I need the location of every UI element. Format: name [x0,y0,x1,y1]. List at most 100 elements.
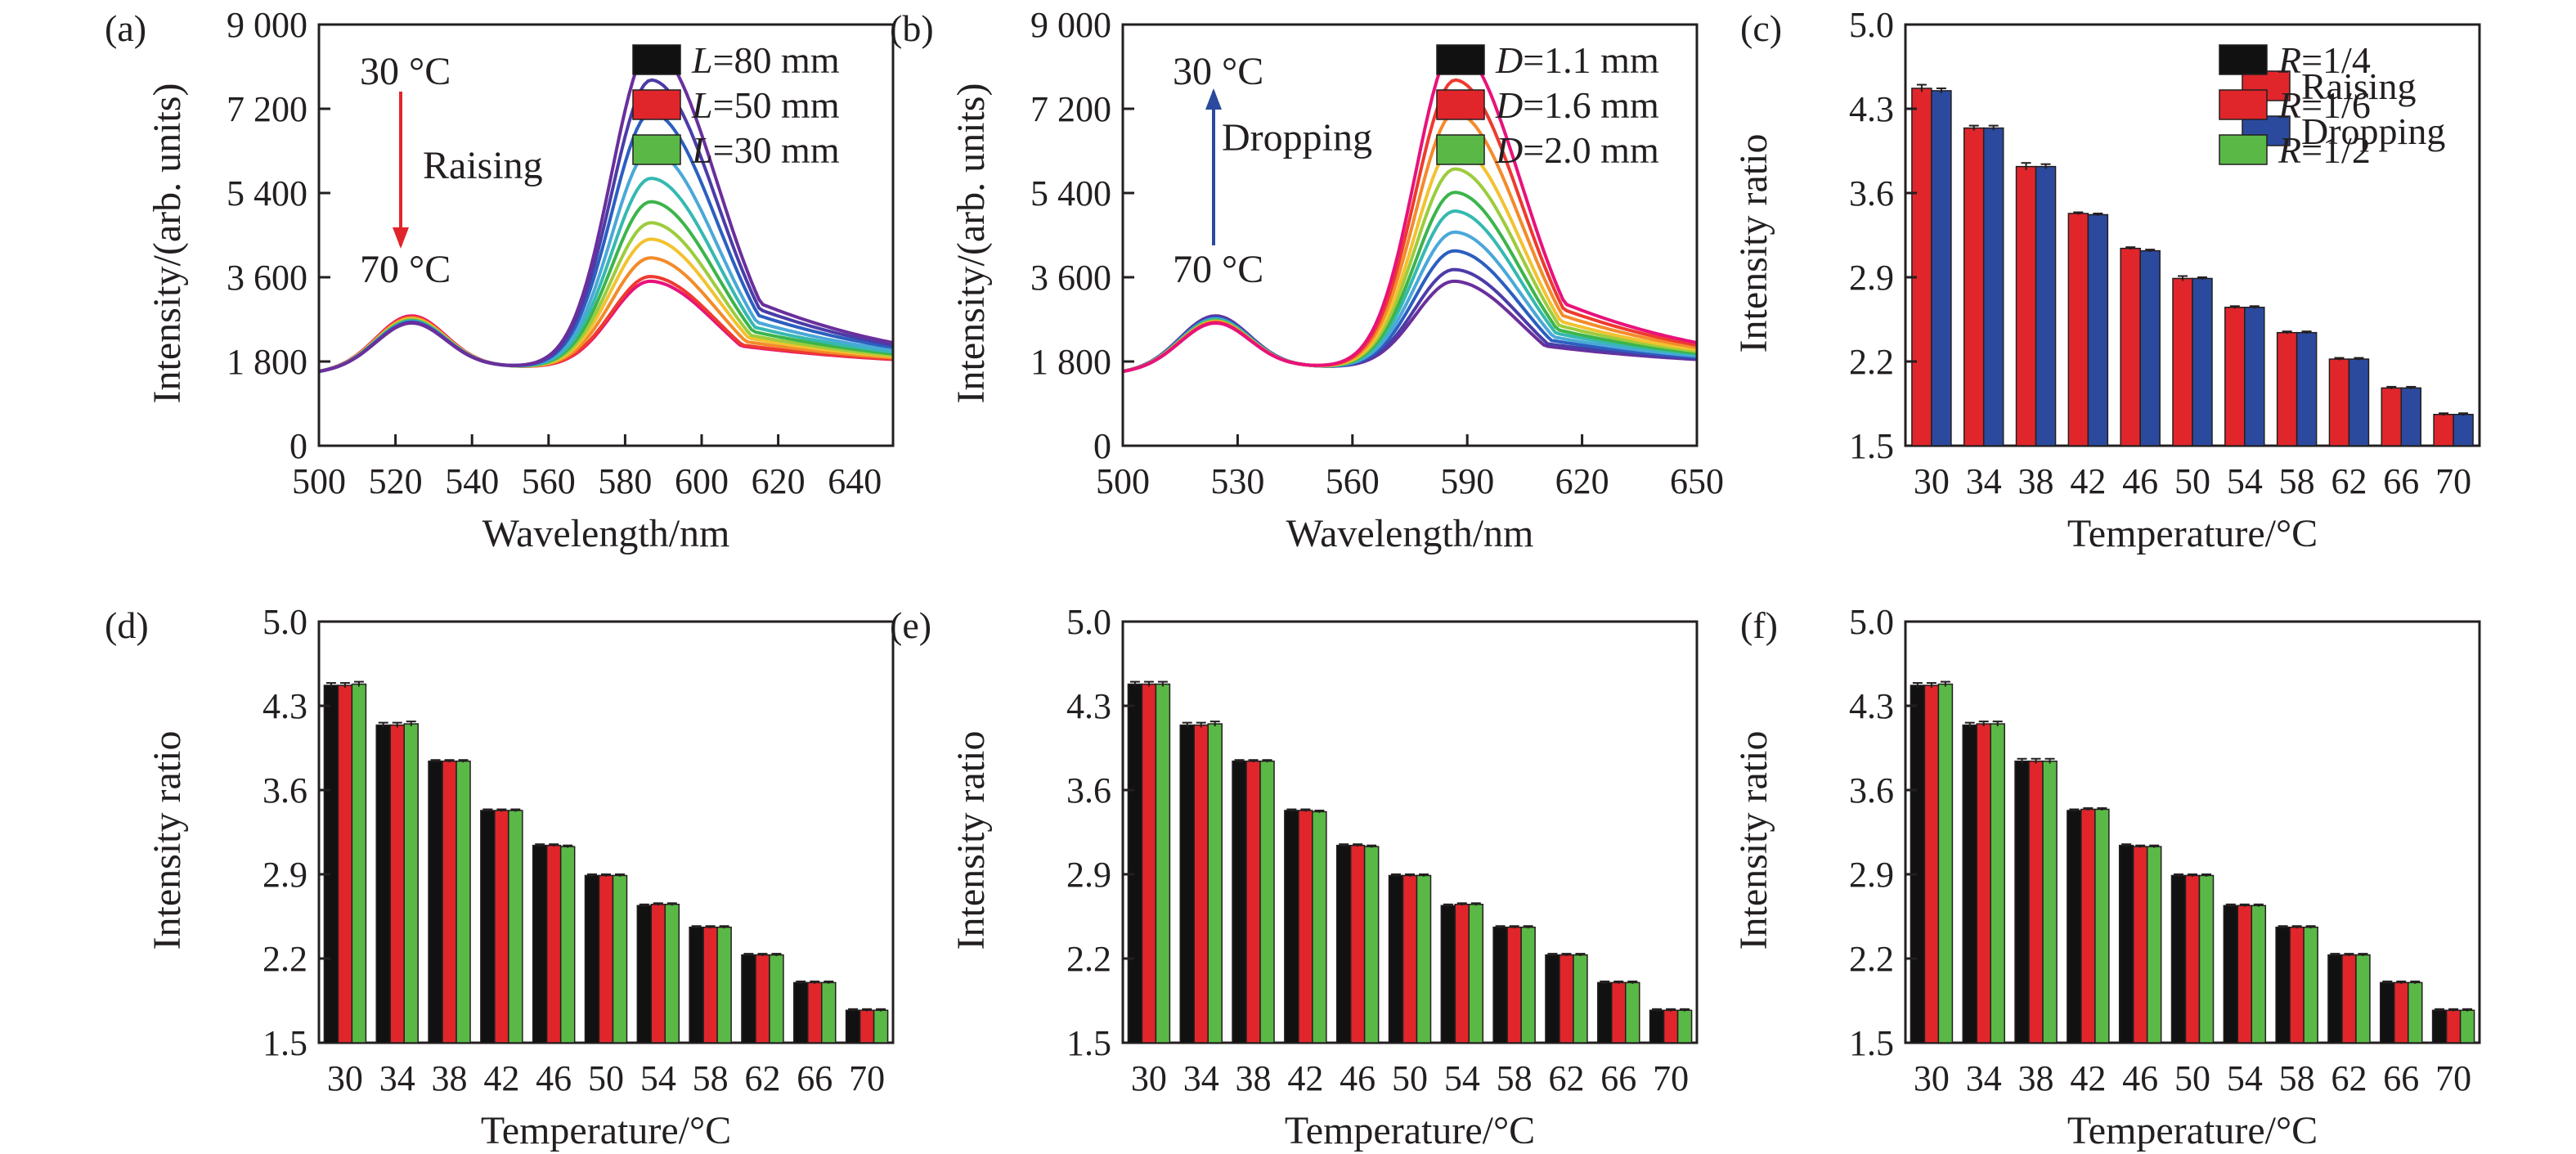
panel-label: (e) [890,604,931,646]
y-tick-label: 2.9 [1066,855,1111,895]
y-tick-label: 1.5 [263,1023,307,1063]
x-tick-label: 66 [2383,1058,2419,1098]
bar [2192,277,2213,447]
y-tick-label: 1.5 [1849,1023,1894,1063]
legend-label-value: =2.0 mm [1523,129,1659,171]
x-axis-title: Wavelength/nm [482,512,730,555]
y-tick-label: 4.3 [1849,686,1894,726]
bar [2067,810,2082,1044]
bar [2042,760,2058,1044]
x-tick-label: 500 [1096,461,1150,501]
bar [2244,307,2265,447]
series-line-10 [1123,45,1697,374]
legend-label-symbol: D [1495,39,1523,81]
y-tick-label: 9 000 [1030,5,1111,45]
x-axis-title: Temperature/°C [1285,1109,1535,1152]
bar [664,904,680,1044]
legend-label: L=30 mm [691,129,840,171]
annotation-top-temp: 30 °C [1173,50,1263,93]
y-tick-label: 3 600 [1030,258,1111,298]
bar [1962,724,1977,1044]
bar [545,844,562,1044]
bar [1363,846,1380,1044]
y-tick-label: 2.9 [1849,258,1894,298]
bar [845,1009,861,1044]
x-axis-title: Temperature/°C [2067,512,2318,555]
bar [2184,874,2201,1044]
legend-label-value: =1.1 mm [1523,39,1659,81]
legend-label: Raising [2301,65,2417,107]
bar [2394,981,2409,1044]
y-tick-label: 2.2 [1066,939,1111,979]
legend: L=80 mmL=50 mmL=30 mm [632,39,840,171]
y-tick-label: 1 800 [1030,342,1111,382]
bar [1910,685,1926,1044]
bar [2237,905,2253,1044]
x-axis-title: Temperature/°C [481,1109,731,1152]
x-tick-label: 58 [2279,461,2315,501]
y-axis-title: Intensity/(arb. units) [146,83,189,404]
bar [480,810,496,1044]
x-tick-label: 62 [2331,461,2367,501]
bar [2380,981,2395,1044]
panel-b: 500 530 560 590 620 650 0 1 800 3 600 5 400 7 200 9… [890,5,1724,555]
bar [1663,1009,1679,1044]
y-axis-title: Intensity ratio [146,731,189,950]
bar [403,723,419,1044]
bar [2015,165,2037,447]
x-tick-label: 66 [2383,461,2419,501]
x-tick-label: 54 [2227,461,2263,501]
bar [1440,905,1456,1044]
bar [612,874,628,1044]
bar [2289,926,2304,1044]
y-tick-label: 9 000 [227,5,307,45]
bar [375,724,391,1044]
bar [1676,1009,1693,1044]
bar [1245,760,1261,1044]
y-tick-label: 1.5 [1066,1023,1111,1063]
bar [1312,810,1327,1044]
bar [2198,874,2215,1044]
y-tick-label: 1.5 [1849,426,1894,466]
legend-label: R=1/2 [2278,129,2371,171]
bar [2348,358,2370,447]
y-tick-label: 5.0 [1066,602,1111,642]
x-tick-label: 38 [1236,1058,1272,1098]
plot-frame [317,23,895,447]
x-tick-label: 30 [1914,1058,1950,1098]
bar [2303,926,2318,1044]
bar [442,760,457,1044]
bar [1454,904,1470,1044]
x-tick-label: 70 [1653,1058,1689,1098]
x-tick-label: 54 [640,1058,676,1098]
y-tick-label: 5.0 [263,602,307,642]
bar [1649,1009,1665,1044]
panel-c: 30 34 38 42 46 50 54 58 62 66 70 1.5 2.2 2.9 3.6 4.3 5.0… [1732,5,2481,555]
y-tick-label: 1 800 [227,342,307,382]
legend-label: D=1.6 mm [1495,84,1659,126]
x-tick-label: 58 [2279,1058,2315,1098]
bar [532,844,548,1044]
legend-label-value: =1/2 [2301,129,2371,171]
bar [2433,413,2454,447]
bar [807,981,823,1044]
bar [1388,874,1404,1044]
x-axis-title: Wavelength/nm [1286,512,1534,555]
bar [1127,683,1143,1044]
panel-d: 30 34 38 42 46 50 54 58 62 66 70 1.5 2.2 2.9 3.6 4.3 5.0… [105,39,895,1152]
bar [1416,874,1432,1044]
bar [2118,844,2134,1044]
panel-label: (a) [105,7,146,49]
legend-label: L=50 mm [691,84,840,126]
x-tick-label: 34 [1183,1058,1219,1098]
bar [2120,247,2141,447]
bar [1207,723,1223,1044]
bar [2035,165,2057,447]
bar [1982,127,2004,447]
bar [1298,810,1313,1044]
x-tick-label: 30 [327,1058,363,1098]
bar [2408,981,2423,1044]
x-tick-label: 38 [2018,461,2054,501]
x-tick-label: 590 [1440,461,1494,501]
x-tick-label: 66 [1600,1058,1636,1098]
